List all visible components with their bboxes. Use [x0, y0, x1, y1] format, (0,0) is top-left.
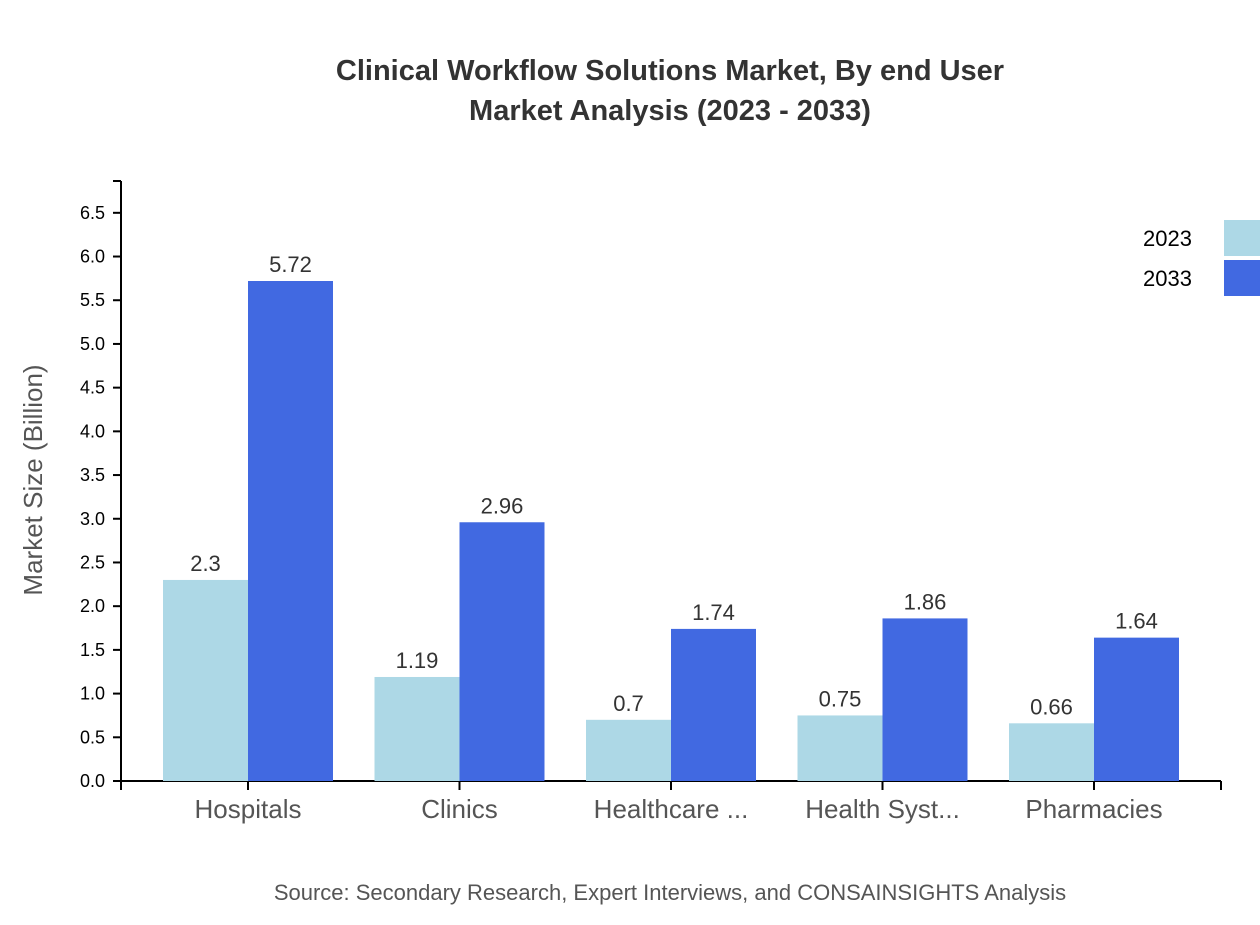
bar-2023	[586, 719, 671, 781]
y-tick-label: 0.0	[80, 771, 105, 791]
bar-value-label: 0.66	[1030, 694, 1073, 719]
y-tick-label: 2.5	[80, 552, 105, 572]
y-tick-label: 6.0	[80, 247, 105, 267]
bar-2033	[1094, 637, 1179, 781]
chart-subtitle: Market Analysis (2023 - 2033)	[469, 95, 871, 127]
source-note: Source: Secondary Research, Expert Inter…	[274, 880, 1066, 905]
y-tick-label: 5.5	[80, 290, 105, 310]
y-axis-label: Market Size (Billion)	[18, 364, 48, 595]
bar-2023	[374, 676, 460, 781]
y-tick-label: 0.5	[80, 727, 105, 747]
bar-value-label: 1.86	[904, 589, 947, 614]
x-tick-label: Health Syst...	[805, 794, 960, 824]
bar-value-label: 0.7	[613, 691, 644, 716]
y-tick-label: 3.0	[80, 509, 105, 529]
bar-2033	[459, 522, 545, 781]
bar-2023	[797, 715, 883, 781]
y-tick-label: 2.0	[80, 596, 105, 616]
x-tick-label: Pharmacies	[1025, 794, 1162, 824]
legend-label: 2023	[1143, 226, 1192, 251]
y-tick-label: 5.0	[80, 334, 105, 354]
y-tick-label: 4.0	[80, 421, 105, 441]
bar-value-label: 2.3	[190, 551, 221, 576]
bar-2033	[671, 628, 756, 781]
y-tick-label: 1.5	[80, 640, 105, 660]
bar-value-label: 1.64	[1115, 609, 1158, 634]
y-tick-label: 6.5	[80, 203, 105, 223]
y-tick-label: 1.0	[80, 684, 105, 704]
y-tick-label: 3.5	[80, 465, 105, 485]
x-tick-label: Clinics	[421, 794, 498, 824]
x-tick-label: Hospitals	[195, 794, 302, 824]
x-tick-label: Healthcare ...	[594, 794, 749, 824]
bar-value-label: 1.74	[692, 600, 735, 625]
bar-2023	[1009, 723, 1094, 781]
legend-swatch	[1224, 260, 1260, 296]
bar-value-label: 0.75	[819, 686, 862, 711]
bar-2033	[248, 281, 333, 781]
legend-swatch	[1224, 220, 1260, 256]
bar-value-label: 1.19	[396, 648, 439, 673]
bar-value-label: 2.96	[481, 493, 524, 518]
bar-value-label: 5.72	[269, 252, 312, 277]
bar-2023	[163, 579, 248, 781]
y-tick-label: 4.5	[80, 378, 105, 398]
bar-2033	[882, 618, 968, 781]
legend-label: 2033	[1143, 266, 1192, 291]
chart-title: Clinical Workflow Solutions Market, By e…	[336, 55, 1004, 87]
